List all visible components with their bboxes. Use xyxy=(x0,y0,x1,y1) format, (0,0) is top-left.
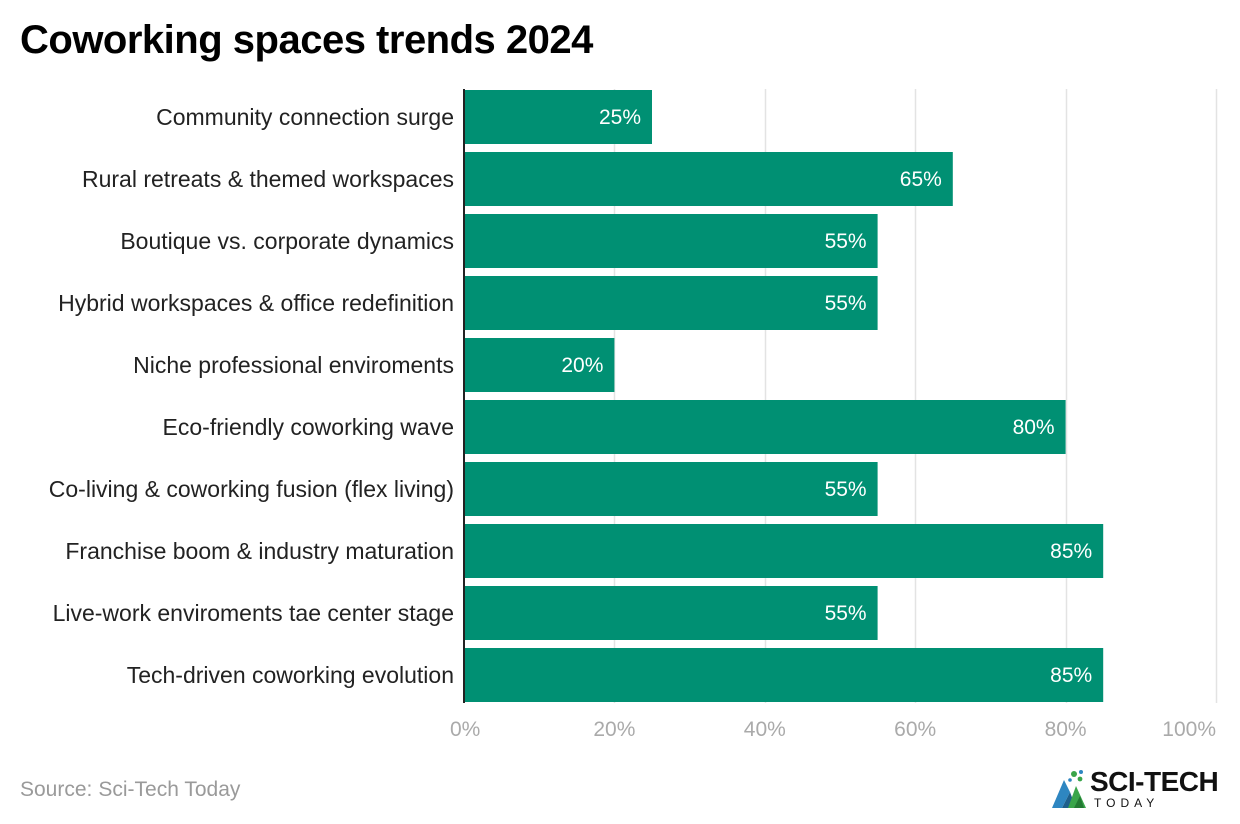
bar xyxy=(464,648,1104,702)
bar xyxy=(464,524,1104,578)
bar-value-label: 20% xyxy=(561,354,603,377)
chart-title: Coworking spaces trends 2024 xyxy=(20,18,593,62)
category-label: Tech-driven coworking evolution xyxy=(127,662,454,688)
x-tick-label: 60% xyxy=(894,718,936,741)
bar-value-label: 80% xyxy=(1013,416,1055,439)
bar xyxy=(464,462,878,516)
sci-tech-logo-icon xyxy=(1052,770,1086,808)
bar-value-label: 55% xyxy=(825,292,867,315)
bar xyxy=(464,214,878,268)
category-label: Live-work enviroments tae center stage xyxy=(53,600,454,626)
category-label: Hybrid workspaces & office redefinition xyxy=(58,290,454,316)
bar-value-label: 55% xyxy=(825,230,867,253)
x-tick-label: 0% xyxy=(450,718,480,741)
x-tick-label: 100% xyxy=(1162,718,1216,741)
x-axis-tick-labels: 0% 20% 40% 60% 80% 100% xyxy=(450,718,1216,741)
bar xyxy=(464,90,652,144)
bar-value-label: 65% xyxy=(900,168,942,191)
category-label: Eco-friendly coworking wave xyxy=(163,414,454,440)
category-label: Boutique vs. corporate dynamics xyxy=(120,228,454,254)
bar-value-label: 85% xyxy=(1050,540,1092,563)
bar xyxy=(464,276,878,330)
sci-tech-logo: SCI-TECH TODAY xyxy=(1050,766,1226,814)
bar xyxy=(464,338,615,392)
category-label: Co-living & coworking fusion (flex livin… xyxy=(49,476,454,502)
bar-value-label: 55% xyxy=(825,478,867,501)
bar-value-label: 85% xyxy=(1050,664,1092,687)
x-tick-label: 80% xyxy=(1045,718,1087,741)
category-label: Community connection surge xyxy=(156,104,454,130)
logo-name: SCI-TECH xyxy=(1090,766,1219,797)
category-label: Niche professional enviroments xyxy=(133,352,454,378)
source-value: Sci-Tech Today xyxy=(98,778,241,801)
category-labels: Community connection surge Rural retreats… xyxy=(49,104,454,688)
source-note: Source: Sci-Tech Today xyxy=(20,778,240,802)
category-label: Franchise boom & industry maturation xyxy=(65,538,454,564)
bar-value-label: 25% xyxy=(599,106,641,129)
source-label: Source: xyxy=(20,778,93,801)
bar xyxy=(464,586,878,640)
category-label: Rural retreats & themed workspaces xyxy=(82,166,454,192)
logo-subtitle: TODAY xyxy=(1094,796,1160,810)
bar-value-label: 55% xyxy=(825,602,867,625)
bar xyxy=(464,400,1066,454)
bars: 25% 65% 55% 55% 20% 80% 55% 85% 55% 85% xyxy=(464,90,1104,702)
x-tick-label: 40% xyxy=(744,718,786,741)
x-tick-label: 20% xyxy=(593,718,635,741)
bar xyxy=(464,152,953,206)
